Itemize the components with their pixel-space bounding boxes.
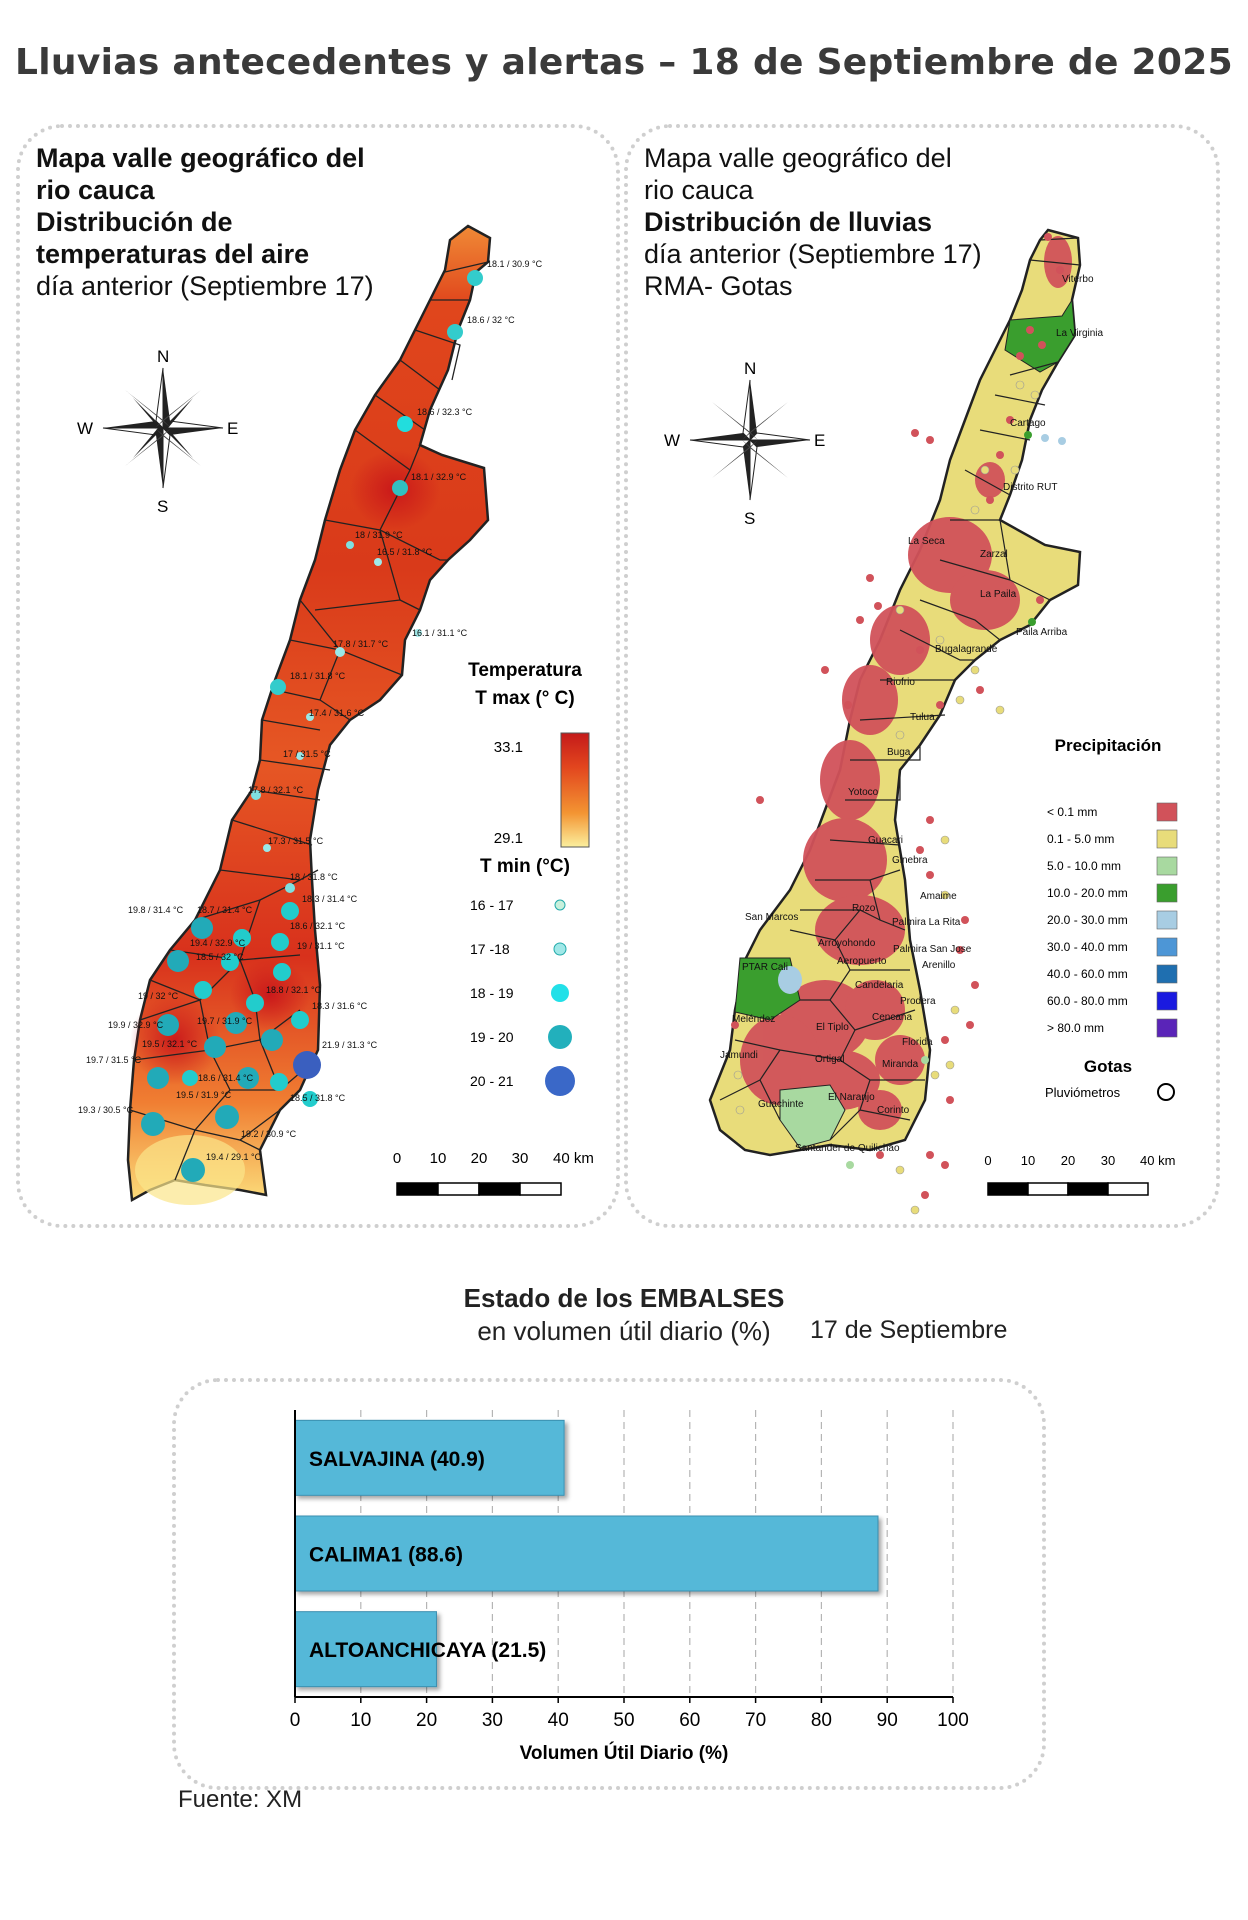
rain-heading-line1: Mapa valle geográfico del (644, 143, 952, 173)
rainfall-panel (624, 124, 1220, 1228)
temp-heading-line2: rio cauca (36, 175, 155, 205)
reservoirs-panel (172, 1378, 1046, 1790)
page-title: Lluvias antecedentes y alertas – 18 de S… (15, 42, 1233, 83)
temp-heading-line4: temperaturas del aire (36, 239, 310, 269)
temperature-panel (16, 124, 620, 1228)
rain-heading-line2: rio cauca (644, 175, 754, 205)
reservoirs-date: 17 de Septiembre (810, 1316, 1008, 1344)
source-note: Fuente: XM (178, 1786, 303, 1813)
rain-heading-line3: Distribución de lluvias (644, 207, 933, 237)
rain-heading-line5: RMA- Gotas (644, 271, 793, 301)
temperature-panel-heading: Mapa valle geográfico del rio cauca Dist… (36, 142, 374, 302)
reservoirs-title-line1: Estado de los EMBALSES (463, 1283, 785, 1313)
rain-heading-line4: día anterior (Septiembre 17) (644, 239, 982, 269)
reservoirs-title-line2: en volumen útil diario (%) (477, 1316, 771, 1346)
temp-heading-line3: Distribución de (36, 207, 233, 237)
rainfall-panel-heading: Mapa valle geográfico del rio cauca Dist… (644, 142, 982, 302)
temp-heading-line5: día anterior (Septiembre 17) (36, 271, 374, 301)
temp-heading-line1: Mapa valle geográfico del (36, 143, 365, 173)
reservoirs-title: Estado de los EMBALSES en volumen útil d… (0, 1283, 1248, 1347)
